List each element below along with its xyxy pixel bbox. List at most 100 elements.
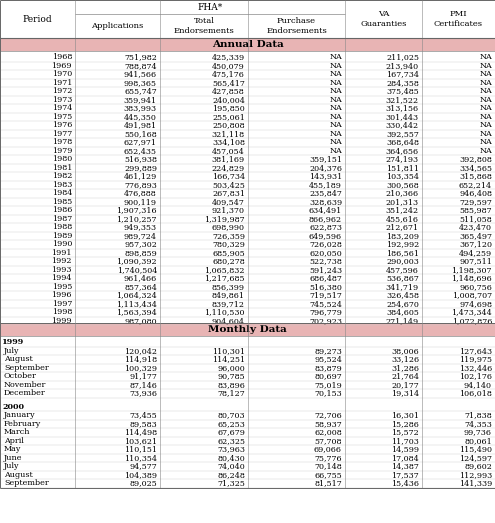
Text: 212,671: 212,671 <box>386 223 419 231</box>
Text: 591,243: 591,243 <box>309 266 342 274</box>
Text: 17,084: 17,084 <box>391 454 419 462</box>
Text: 83,896: 83,896 <box>217 381 245 389</box>
Text: 102,176: 102,176 <box>459 372 492 380</box>
Text: May: May <box>4 445 21 453</box>
Text: 461,129: 461,129 <box>124 172 157 180</box>
Text: 15,286: 15,286 <box>391 420 419 428</box>
Text: 114,251: 114,251 <box>212 355 245 363</box>
Text: 15,436: 15,436 <box>391 479 419 487</box>
Text: NA: NA <box>479 87 492 95</box>
Text: 166,734: 166,734 <box>212 172 245 180</box>
Text: April: April <box>4 437 24 445</box>
Text: 960,756: 960,756 <box>459 283 492 291</box>
Text: 1985: 1985 <box>52 198 72 206</box>
Text: 680,278: 680,278 <box>212 257 245 265</box>
Text: 89,025: 89,025 <box>129 479 157 487</box>
Text: 998,365: 998,365 <box>124 79 157 87</box>
Text: NA: NA <box>329 70 342 78</box>
Text: 74,353: 74,353 <box>464 420 492 428</box>
Text: 1995: 1995 <box>51 283 72 291</box>
Text: 115,490: 115,490 <box>459 445 492 453</box>
Text: 898,859: 898,859 <box>124 249 157 257</box>
Text: 299,889: 299,889 <box>124 164 157 172</box>
Text: 1983: 1983 <box>51 181 72 189</box>
Text: 857,364: 857,364 <box>124 283 157 291</box>
Text: 94,577: 94,577 <box>129 462 157 470</box>
Text: Applications: Applications <box>92 22 144 30</box>
Text: 330,442: 330,442 <box>386 121 419 129</box>
Text: NA: NA <box>329 96 342 104</box>
Text: NA: NA <box>329 147 342 155</box>
Text: 776,893: 776,893 <box>124 181 157 189</box>
Text: 751,982: 751,982 <box>124 53 157 61</box>
Text: 900,119: 900,119 <box>124 198 157 206</box>
Text: 110,151: 110,151 <box>124 445 157 453</box>
Text: 73,455: 73,455 <box>129 411 157 419</box>
Text: July: July <box>4 347 19 355</box>
Text: 685,905: 685,905 <box>212 249 245 257</box>
Text: 1975: 1975 <box>52 113 72 121</box>
Text: NA: NA <box>329 87 342 95</box>
Text: 86,248: 86,248 <box>217 471 245 479</box>
Text: 224,829: 224,829 <box>212 164 245 172</box>
Text: 315,868: 315,868 <box>459 172 492 180</box>
Text: 1993: 1993 <box>51 266 72 274</box>
Text: 702,923: 702,923 <box>309 317 342 325</box>
Text: 284,358: 284,358 <box>386 79 419 87</box>
Text: 14,387: 14,387 <box>391 462 419 470</box>
Text: 83,879: 83,879 <box>314 364 342 372</box>
Text: 649,596: 649,596 <box>309 232 342 240</box>
Text: 19,314: 19,314 <box>391 389 419 397</box>
Text: NA: NA <box>329 130 342 138</box>
Text: 392,557: 392,557 <box>386 130 419 138</box>
Text: 367,120: 367,120 <box>459 240 492 248</box>
Text: 1986: 1986 <box>51 206 72 214</box>
Text: 186,561: 186,561 <box>386 249 419 257</box>
Text: 961,466: 961,466 <box>124 274 157 282</box>
Text: 522,738: 522,738 <box>309 257 342 265</box>
Text: 359,151: 359,151 <box>309 155 342 163</box>
Text: 511,058: 511,058 <box>459 215 492 223</box>
Text: NA: NA <box>479 70 492 78</box>
Text: 381,169: 381,169 <box>212 155 245 163</box>
Text: 183,209: 183,209 <box>386 232 419 240</box>
Text: 300,568: 300,568 <box>386 181 419 189</box>
Text: October: October <box>4 372 37 380</box>
Text: 1971: 1971 <box>51 79 72 87</box>
Text: 58,937: 58,937 <box>314 420 342 428</box>
Text: 114,918: 114,918 <box>124 355 157 363</box>
Text: 634,491: 634,491 <box>309 206 342 214</box>
Text: 89,583: 89,583 <box>129 420 157 428</box>
Text: NA: NA <box>329 62 342 70</box>
Text: 110,301: 110,301 <box>212 347 245 355</box>
Text: NA: NA <box>479 113 492 121</box>
Text: 1,110,530: 1,110,530 <box>204 308 245 316</box>
Text: 110,354: 110,354 <box>124 454 157 462</box>
Text: 70,148: 70,148 <box>314 462 342 470</box>
Text: 957,302: 957,302 <box>124 240 157 248</box>
Text: 80,430: 80,430 <box>217 454 245 462</box>
Text: 1,217,685: 1,217,685 <box>204 274 245 282</box>
Text: 946,408: 946,408 <box>459 189 492 197</box>
Text: 71,325: 71,325 <box>217 479 245 487</box>
Text: 425,339: 425,339 <box>212 53 245 61</box>
Text: November: November <box>4 381 47 389</box>
Text: 383,993: 383,993 <box>124 104 157 112</box>
Text: 866,962: 866,962 <box>309 215 342 223</box>
Text: 114,498: 114,498 <box>124 428 157 436</box>
Text: NA: NA <box>479 96 492 104</box>
Text: 904,604: 904,604 <box>212 317 245 325</box>
Text: 907,511: 907,511 <box>459 257 492 265</box>
Text: 235,847: 235,847 <box>309 189 342 197</box>
Text: 796,779: 796,779 <box>309 308 342 316</box>
Text: 550,168: 550,168 <box>124 130 157 138</box>
Text: 1973: 1973 <box>51 96 72 104</box>
Text: 250,808: 250,808 <box>212 121 245 129</box>
Text: 1,210,257: 1,210,257 <box>116 215 157 223</box>
Text: 1997: 1997 <box>51 300 72 308</box>
Bar <box>0 323 495 336</box>
Text: 494,259: 494,259 <box>459 249 492 257</box>
Text: 167,734: 167,734 <box>386 70 419 78</box>
Text: 427,858: 427,858 <box>212 87 245 95</box>
Text: 334,108: 334,108 <box>212 138 245 146</box>
